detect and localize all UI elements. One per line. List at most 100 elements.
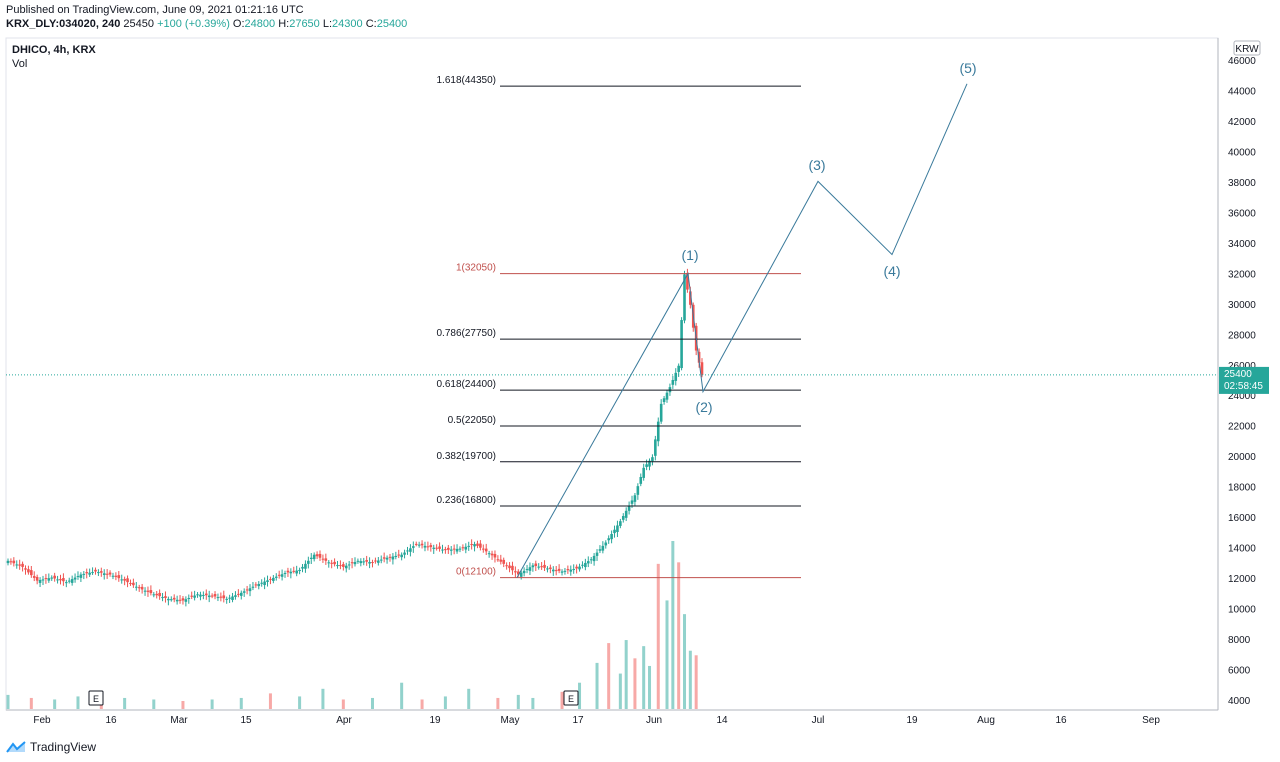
open-label: O: xyxy=(232,18,245,30)
candle-body xyxy=(210,595,214,597)
price-tick-label: 38000 xyxy=(1228,178,1256,189)
candle-body xyxy=(321,558,325,560)
candle-body xyxy=(511,565,514,571)
volume-bar xyxy=(633,658,637,709)
fib-retracement[interactable]: 1.618(44350) 1(32050) 0.786(27750) 0.618(24… xyxy=(437,75,802,579)
legend-volume: Vol xyxy=(12,58,27,70)
close-value: 25400 xyxy=(376,18,408,30)
candle-body xyxy=(15,564,19,566)
candle-body xyxy=(204,593,208,596)
candle-body xyxy=(537,566,541,568)
candle-body xyxy=(85,572,89,574)
candle-body xyxy=(24,568,27,570)
candle-body xyxy=(231,596,234,600)
price-tick-label: 18000 xyxy=(1228,483,1256,494)
candle-body xyxy=(126,578,129,583)
tradingview-footer[interactable]: TradingView xyxy=(6,738,96,756)
candle-body xyxy=(286,570,290,573)
candle-body xyxy=(181,598,185,601)
volume-bar xyxy=(298,696,302,709)
candle-body xyxy=(292,570,296,572)
volume-bar xyxy=(656,563,660,709)
candle-body xyxy=(371,562,374,564)
candle-body xyxy=(560,571,564,573)
volume-bar xyxy=(76,696,80,709)
candle-body xyxy=(234,595,237,597)
candle-body xyxy=(540,566,543,568)
candle-body xyxy=(108,572,112,575)
candle-body xyxy=(438,546,441,549)
candle-body xyxy=(301,566,304,569)
candle-body xyxy=(519,572,523,577)
volume-bar xyxy=(210,699,214,709)
volume-bar xyxy=(642,646,646,709)
candle-body xyxy=(458,548,462,550)
volume-bar xyxy=(53,699,57,709)
candle-body xyxy=(70,579,74,583)
published-line: Published on TradingView.com, June 09, 2… xyxy=(6,4,304,16)
price-tick-label: 14000 xyxy=(1228,544,1256,555)
candle-body xyxy=(368,562,371,564)
candle-body xyxy=(479,543,482,548)
candle-body xyxy=(21,563,24,567)
candle-body xyxy=(120,579,124,581)
candle-body xyxy=(496,559,500,561)
earnings-marker-label: E xyxy=(93,694,99,704)
elliott-wave[interactable]: (1) (2) (3) (4) (5) xyxy=(516,60,977,578)
candle-body xyxy=(18,564,21,566)
candle-body xyxy=(508,565,511,569)
tradingview-logo-icon xyxy=(6,741,26,753)
candle-body xyxy=(184,599,188,602)
candle-body xyxy=(551,569,555,572)
candle-body xyxy=(327,562,331,564)
candle-body xyxy=(251,586,255,588)
candle-body xyxy=(164,596,167,598)
time-tick-label: May xyxy=(501,715,520,726)
candle-body xyxy=(627,505,631,511)
candle-body xyxy=(266,580,269,582)
fib-level-label: 1(32050) xyxy=(456,263,496,274)
candle-body xyxy=(656,421,660,442)
time-axis-ticks: Feb 16 Mar 15 Apr 19 May 17 Jun 14 Jul 19 Aug 16 Sep xyxy=(33,715,1160,726)
candle-body xyxy=(385,557,389,560)
candle-body xyxy=(53,575,56,579)
volume-bar xyxy=(624,640,628,709)
volume-bar xyxy=(648,665,652,709)
volume-bar xyxy=(618,673,622,709)
volume-bar xyxy=(370,697,374,709)
candle-body xyxy=(493,553,497,558)
candle-body xyxy=(353,562,357,565)
candle-body xyxy=(464,546,468,550)
candle-body xyxy=(94,569,97,572)
candle-body xyxy=(97,572,100,574)
volume-bar xyxy=(665,600,669,709)
candle-body xyxy=(242,591,246,593)
candle-body xyxy=(659,403,663,422)
volume-bar xyxy=(152,699,156,709)
candle-body xyxy=(394,555,398,557)
candle-body xyxy=(563,570,567,572)
candle-body xyxy=(59,578,62,581)
candle-body xyxy=(38,580,42,583)
candle-body xyxy=(307,560,310,564)
candle-body xyxy=(531,565,535,568)
candle-body xyxy=(117,575,121,579)
candle-body xyxy=(689,291,692,305)
candle-body xyxy=(35,576,39,581)
candle-body xyxy=(662,398,666,403)
high-value: 27650 xyxy=(289,18,320,30)
candle-body xyxy=(575,566,578,569)
candle-body xyxy=(447,547,450,550)
candle-body xyxy=(155,593,159,596)
candle-body xyxy=(642,467,645,478)
candle-body xyxy=(484,548,488,552)
wave-label: (1) xyxy=(681,247,698,263)
currency-badge[interactable]: KRW xyxy=(1233,40,1261,56)
candle-body xyxy=(683,274,686,321)
candle-body xyxy=(30,570,33,576)
volume-bar xyxy=(321,688,325,709)
candle-body xyxy=(105,573,109,575)
